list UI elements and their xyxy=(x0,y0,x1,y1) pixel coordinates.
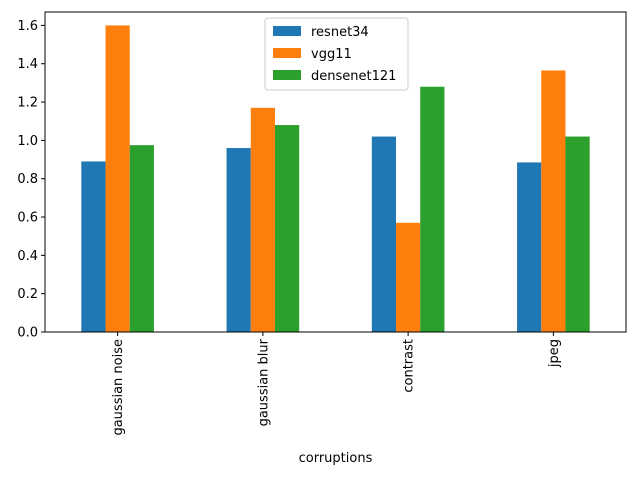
bar-densenet121 xyxy=(420,86,445,333)
x-axis-ticks: gaussian noise gaussian blur contrast jpeg xyxy=(111,332,562,436)
y-axis-ticks: 0.0 0.2 0.4 0.6 0.8 1.0 1.2 1.4 1.6 xyxy=(17,19,45,341)
x-axis-label: corruptions xyxy=(299,451,373,466)
bar-densenet121 xyxy=(274,125,300,332)
bar-vgg11 xyxy=(396,222,421,332)
x-tick-label: jpeg xyxy=(547,339,562,368)
y-tick-label: 0.0 xyxy=(17,326,38,341)
legend: resnet34 vgg11 densenet121 xyxy=(264,17,409,91)
x-tick-label: contrast xyxy=(402,339,417,393)
bar-resnet34 xyxy=(226,148,251,332)
x-tick-label: gaussian blur xyxy=(256,338,271,426)
legend-label-resnet34: resnet34 xyxy=(311,25,369,40)
bar-vgg11 xyxy=(250,107,275,332)
y-tick-label: 1.6 xyxy=(17,19,38,34)
bar-densenet121 xyxy=(565,136,590,332)
bar-vgg11 xyxy=(105,25,130,332)
plot-frame xyxy=(44,11,627,333)
legend-swatch-vgg11 xyxy=(273,48,301,58)
y-tick-label: 0.6 xyxy=(17,211,38,226)
legend-swatch-resnet34 xyxy=(273,26,301,36)
y-tick-label: 0.2 xyxy=(17,287,38,302)
legend-swatch-densenet121 xyxy=(273,70,301,80)
legend-label-densenet121: densenet121 xyxy=(311,69,396,84)
y-tick-label: 1.2 xyxy=(17,96,38,111)
y-tick-label: 1.0 xyxy=(17,134,38,149)
legend-label-vgg11: vgg11 xyxy=(311,47,352,62)
bars-group xyxy=(81,25,590,333)
y-tick-label: 1.4 xyxy=(17,57,38,72)
y-tick-label: 0.4 xyxy=(17,249,38,264)
bar-resnet34 xyxy=(371,136,397,332)
bar-densenet121 xyxy=(129,145,154,332)
y-tick-label: 0.8 xyxy=(17,172,38,187)
bar-resnet34 xyxy=(81,161,106,332)
x-tick-label: gaussian noise xyxy=(111,339,126,436)
bar-vgg11 xyxy=(541,70,566,332)
bar-resnet34 xyxy=(517,162,542,332)
